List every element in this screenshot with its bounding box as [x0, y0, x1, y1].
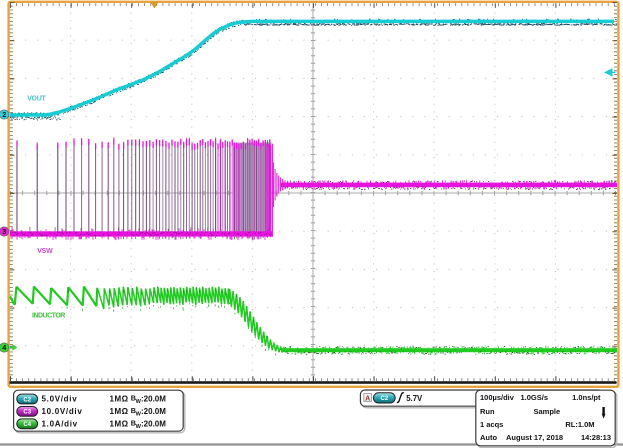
svg-text:B: B	[131, 394, 136, 403]
svg-text:RL:1.0M: RL:1.0M	[565, 420, 594, 429]
svg-text:1MΩ: 1MΩ	[110, 395, 129, 404]
svg-text:C4: C4	[23, 422, 31, 428]
svg-text:INDUCTOR: INDUCTOR	[32, 312, 65, 319]
svg-text:4: 4	[2, 343, 6, 352]
svg-text:W: W	[136, 412, 142, 418]
svg-text:C2: C2	[23, 397, 31, 403]
svg-text:C3: C3	[23, 410, 31, 416]
svg-text:5.7V: 5.7V	[406, 394, 423, 403]
svg-text:2: 2	[2, 110, 6, 119]
svg-text:Sample: Sample	[534, 407, 561, 416]
svg-text:1.0A/div: 1.0A/div	[42, 420, 78, 429]
svg-text:14:28:13: 14:28:13	[581, 433, 611, 442]
svg-text:5.0V/div: 5.0V/div	[42, 395, 78, 404]
svg-text:A: A	[365, 395, 370, 402]
svg-text:VOUT: VOUT	[27, 96, 46, 103]
svg-text:W: W	[136, 399, 142, 405]
svg-text:3: 3	[2, 227, 6, 236]
svg-text:1MΩ: 1MΩ	[110, 420, 129, 429]
svg-text:1MΩ: 1MΩ	[110, 407, 129, 416]
svg-text:August 17, 2018: August 17, 2018	[506, 433, 563, 442]
svg-text:100µs/div: 100µs/div	[480, 393, 515, 402]
svg-text:1.0GS/s: 1.0GS/s	[521, 393, 549, 402]
svg-text:Auto: Auto	[480, 433, 497, 442]
svg-text:W: W	[136, 424, 142, 430]
svg-text:B: B	[131, 419, 136, 428]
svg-text:B: B	[131, 406, 136, 415]
svg-text:10.0V/div: 10.0V/div	[42, 407, 83, 416]
svg-text::20.0M: :20.0M	[141, 407, 166, 416]
svg-text:VSW: VSW	[37, 248, 53, 255]
svg-text:1 acqs: 1 acqs	[480, 420, 503, 429]
svg-text:1.0ns/pt: 1.0ns/pt	[572, 393, 601, 402]
svg-text::20.0M: :20.0M	[141, 420, 166, 429]
svg-text:Run: Run	[480, 407, 495, 416]
svg-text:C2: C2	[380, 396, 388, 402]
svg-text::20.0M: :20.0M	[141, 395, 166, 404]
